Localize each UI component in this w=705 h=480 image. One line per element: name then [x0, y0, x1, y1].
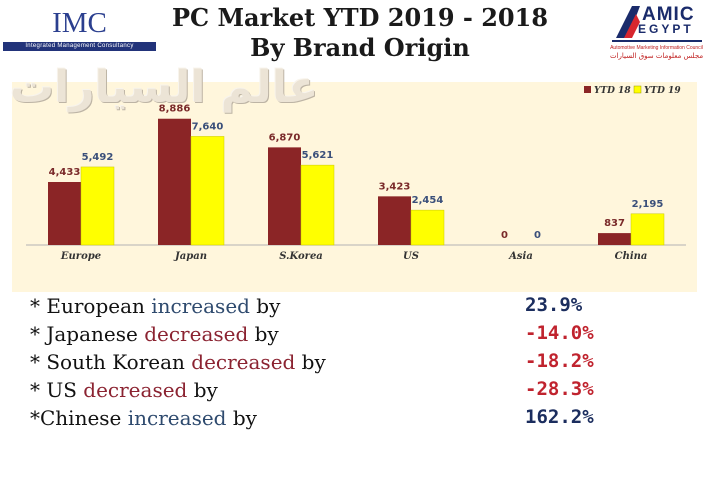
bar-ytd19-europe [80, 166, 115, 246]
data-label: 5,492 [82, 152, 114, 163]
watermark-text: عالم السيارات [10, 62, 319, 113]
x-tick-label: Europe [60, 251, 101, 262]
bar-ytd18-japan [158, 118, 191, 245]
amic-logo-country: EGYPT [638, 22, 694, 36]
change-value: -14.0% [525, 322, 594, 344]
change-label: *Chinese increased by [30, 406, 257, 430]
change-row: * US decreased by -28.3% [0, 378, 705, 406]
legend-label: YTD 18 [594, 86, 631, 96]
change-row: * European increased by 23.9% [0, 294, 705, 322]
change-label-suffix: by [226, 406, 257, 430]
change-label-prefix: * European [30, 294, 152, 318]
change-label-prefix: *Chinese [30, 406, 128, 430]
change-label-prefix: * South Korean [30, 350, 192, 374]
change-label: * European increased by [30, 294, 280, 318]
change-label-verb: increased [151, 294, 250, 318]
change-row: * Japanese decreased by -14.0% [0, 322, 705, 350]
amic-logo-name: AMIC [642, 4, 695, 25]
imc-logo-text: IMC [52, 7, 107, 39]
change-label-verb: decreased [83, 378, 188, 402]
legend-swatch [584, 86, 591, 93]
data-label: 4,433 [49, 167, 81, 178]
data-label: 8,886 [159, 104, 191, 115]
x-tick-label: China [615, 251, 648, 262]
chart-panel: 4,433 5,492 Europe 8,886 7,640 Japan 6,870 5,62… [12, 82, 697, 292]
bar-ytd19-skorea [300, 164, 335, 246]
change-value: 162.2% [525, 406, 594, 428]
change-label-verb: increased [127, 406, 227, 430]
change-value: 23.9% [525, 294, 583, 316]
bar-ytd18-china [598, 233, 631, 245]
data-label: 3,423 [379, 181, 411, 192]
amic-logo: AMIC EGYPT Automotive Marketing Informat… [610, 2, 703, 62]
bar-ytd18-europe [48, 182, 81, 245]
change-label-suffix: by [248, 322, 279, 346]
bar-ytd19-us [410, 209, 445, 246]
data-label: 0 [501, 230, 508, 241]
change-label-prefix: * US [30, 378, 84, 402]
change-label: * South Korean decreased by [30, 350, 326, 374]
amic-logo-subtitle: Automotive Marketing Information Council [610, 45, 703, 51]
change-label-verb: decreased [191, 350, 296, 374]
bar-ytd18-us [378, 196, 411, 245]
legend-swatch [633, 85, 642, 94]
change-summary: * European increased by 23.9% * Japanese d… [0, 294, 705, 454]
change-label-suffix: by [295, 350, 326, 374]
change-row: * South Korean decreased by -18.2% [0, 350, 705, 378]
x-tick-label: US [403, 251, 419, 262]
change-label-verb: decreased [144, 322, 249, 346]
change-label-suffix: by [187, 378, 218, 402]
change-value: -18.2% [525, 350, 594, 372]
bar-ytd18-skorea [268, 147, 301, 245]
change-row: *Chinese increased by 162.2% [0, 406, 705, 434]
amic-logo-subtitle-arabic: مجلس معلومات سوق السيارات [610, 52, 704, 60]
imc-logo: IMC Integrated Management Consultancy [3, 4, 156, 54]
change-label: * Japanese decreased by [30, 322, 279, 346]
data-label: 0 [534, 230, 541, 241]
data-label: 2,195 [632, 199, 664, 210]
change-value: -28.3% [525, 378, 594, 400]
data-label: 6,870 [269, 132, 301, 143]
bar-ytd19-china [630, 213, 665, 246]
change-label: * US decreased by [30, 378, 218, 402]
data-label: 837 [604, 218, 625, 229]
x-tick-label: Japan [173, 251, 207, 262]
imc-logo-subtitle: Integrated Management Consultancy [3, 42, 156, 51]
amic-emblem-icon [612, 6, 702, 42]
x-tick-label: S.Korea [279, 251, 323, 262]
data-label: 7,640 [192, 121, 224, 132]
chart-subtitle: By Brand Origin [250, 33, 470, 62]
change-label-suffix: by [249, 294, 281, 318]
chart-title: PC Market YTD 2019 - 2018 [171, 3, 549, 32]
bar-ytd19-japan [190, 136, 225, 246]
change-label-prefix: * Japanese [30, 322, 145, 346]
x-tick-label: Asia [508, 251, 533, 262]
legend-label: YTD 19 [644, 86, 681, 96]
data-label: 2,454 [412, 195, 444, 206]
data-label: 5,621 [302, 150, 334, 161]
